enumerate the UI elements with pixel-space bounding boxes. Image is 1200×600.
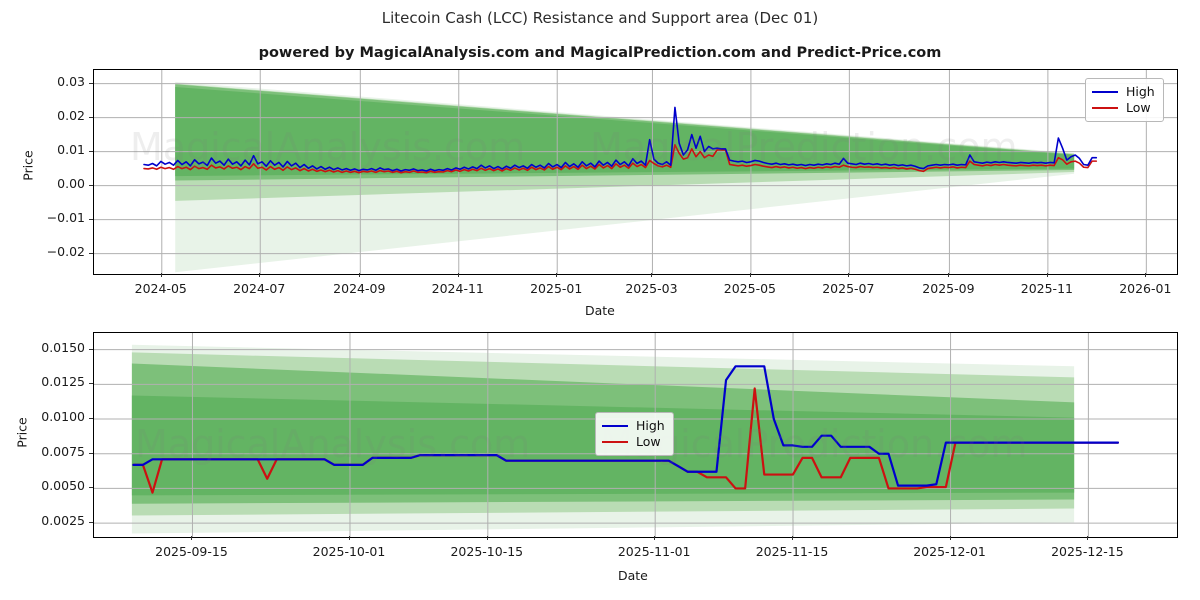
- zoom-plot-area: [93, 332, 1178, 538]
- x-tick-label: 2025-03: [625, 281, 678, 296]
- x-tick-mark: [191, 536, 193, 540]
- x-tick-label: 2024-07: [233, 281, 286, 296]
- y-tick-label: 0.0100: [41, 409, 85, 425]
- legend-entry-high: High: [1092, 84, 1155, 100]
- legend-entry-low: Low: [1092, 100, 1155, 116]
- overview-plot-area: [93, 69, 1178, 275]
- x-tick-label: 2025-05: [723, 281, 776, 296]
- x-tick-label: 2025-09: [922, 281, 975, 296]
- x-tick-label: 2025-07: [822, 281, 875, 296]
- y-tick-label: 0.0125: [41, 374, 85, 390]
- x-tick-mark: [792, 536, 794, 540]
- y-tick-mark: [89, 418, 93, 420]
- x-tick-label: 2024-05: [134, 281, 187, 296]
- legend-label-high: High: [1126, 84, 1155, 99]
- x-tick-mark: [651, 273, 653, 277]
- y-tick-mark: [89, 150, 93, 152]
- x-tick-label: 2025-10-15: [450, 544, 524, 559]
- y-tick-mark: [89, 116, 93, 118]
- y-tick-label: 0.0150: [41, 339, 85, 355]
- y-tick-label: 0.0050: [41, 478, 85, 494]
- x-tick-label: 2024-11: [431, 281, 484, 296]
- legend-line-high-icon-2: [602, 425, 628, 427]
- x-tick-label: 2026-01: [1119, 281, 1172, 296]
- legend-label-high-2: High: [636, 418, 665, 433]
- x-tick-label: 2025-11-15: [755, 544, 829, 559]
- x-tick-mark: [948, 273, 950, 277]
- x-tick-mark: [348, 536, 350, 540]
- legend-label-low: Low: [1126, 100, 1151, 115]
- x-tick-label: 2024-09: [333, 281, 386, 296]
- x-tick-label: 2025-01: [530, 281, 583, 296]
- y-tick-mark: [89, 487, 93, 489]
- legend-line-low-icon-2: [602, 441, 628, 443]
- legend-line-low-icon: [1092, 107, 1118, 109]
- x-tick-mark: [1046, 273, 1048, 277]
- y-tick-mark: [89, 218, 93, 220]
- legend-line-high-icon: [1092, 91, 1118, 93]
- y-tick-label: 0.0025: [41, 513, 85, 529]
- zoom-x-axis-label: Date: [618, 568, 648, 583]
- y-tick-mark: [89, 383, 93, 385]
- overview-legend: High Low: [1085, 78, 1164, 122]
- legend-entry-low-2: Low: [602, 434, 665, 450]
- legend-label-low-2: Low: [636, 434, 661, 449]
- y-tick-label: −0.02: [46, 243, 85, 259]
- x-tick-mark: [160, 273, 162, 277]
- legend-entry-high-2: High: [602, 418, 665, 434]
- y-tick-label: −0.01: [46, 209, 85, 225]
- x-tick-label: 2025-12-15: [1051, 544, 1124, 559]
- y-tick-mark: [89, 252, 93, 254]
- y-tick-mark: [89, 184, 93, 186]
- x-tick-label: 2025-09-15: [155, 544, 228, 559]
- zoom-legend: High Low: [595, 412, 674, 456]
- x-tick-mark: [359, 273, 361, 277]
- x-tick-mark: [749, 273, 751, 277]
- x-tick-mark: [259, 273, 261, 277]
- x-tick-mark: [949, 536, 951, 540]
- x-tick-label: 2025-11-01: [617, 544, 691, 559]
- x-tick-mark: [1145, 273, 1147, 277]
- y-tick-mark: [89, 82, 93, 84]
- y-tick-label: 0.01: [57, 141, 85, 157]
- y-tick-label: 0.03: [57, 73, 85, 89]
- y-tick-label: 0.02: [57, 107, 85, 123]
- x-tick-mark: [848, 273, 850, 277]
- y-tick-mark: [89, 348, 93, 350]
- page-subtitle: powered by MagicalAnalysis.com and Magic…: [258, 45, 942, 61]
- x-tick-mark: [1087, 536, 1089, 540]
- x-tick-mark: [486, 536, 488, 540]
- x-tick-label: 2025-12-01: [913, 544, 986, 559]
- x-tick-mark: [654, 536, 656, 540]
- x-tick-label: 2025-11: [1020, 281, 1073, 296]
- y-tick-mark: [89, 522, 93, 524]
- x-tick-label: 2025-10-01: [312, 544, 386, 559]
- y-tick-label: 0.0075: [41, 443, 85, 459]
- x-tick-mark: [457, 273, 459, 277]
- y-tick-label: 0.00: [57, 175, 85, 191]
- overview-x-axis-label: Date: [585, 303, 615, 318]
- y-tick-mark: [89, 452, 93, 454]
- page-title: Litecoin Cash (LCC) Resistance and Suppo…: [381, 9, 819, 27]
- x-tick-mark: [556, 273, 558, 277]
